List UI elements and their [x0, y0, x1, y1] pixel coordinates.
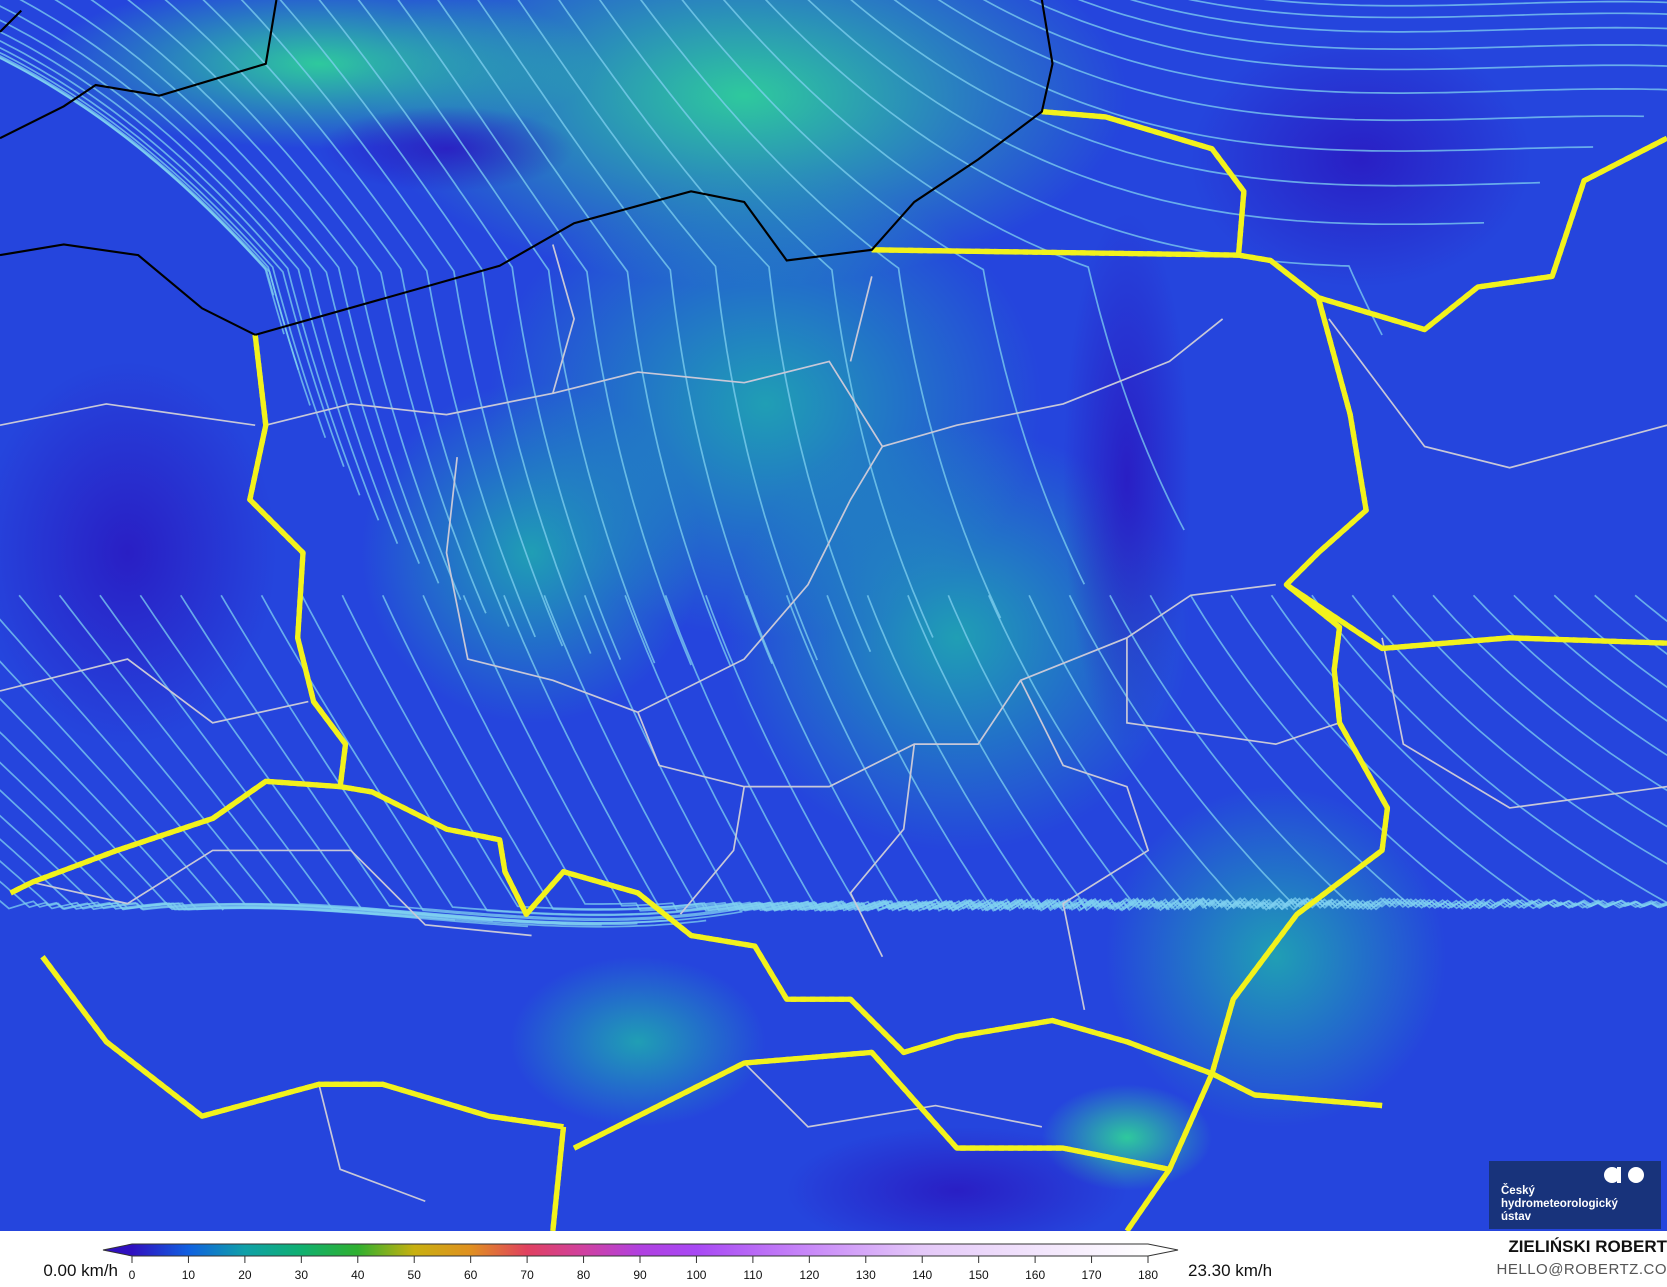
- colorbar-tick-label: 20: [238, 1268, 252, 1282]
- streamline: [99, 594, 707, 928]
- legend-max-label: 23.30 km/h: [1188, 1261, 1273, 1280]
- streamline: [90, 0, 462, 601]
- logo-line-2: hydrometeorologický: [1501, 1198, 1618, 1210]
- streamline: [1513, 594, 1667, 722]
- streamline: [240, 0, 564, 647]
- streamline: [381, 594, 924, 912]
- streamline: [0, 697, 529, 928]
- author-name: ZIELIŃSKI ROBERT: [1508, 1237, 1667, 1256]
- streamline: [1149, 594, 1667, 910]
- streamline: [1270, 594, 1667, 909]
- streamline: [54, 0, 440, 584]
- streamline: [437, 0, 731, 666]
- colorbar-tick-label: 0: [129, 1268, 136, 1282]
- streamline: [279, 0, 592, 654]
- streamline: [477, 0, 773, 664]
- logo-line-1: Český: [1501, 1185, 1535, 1197]
- colorbar-tick-label: 150: [969, 1268, 989, 1282]
- streamline: [937, 0, 1644, 122]
- chmi-logo: Český hydrometeorologický ústav: [1489, 1161, 1661, 1229]
- legend-min-label: 0.00 km/h: [43, 1261, 118, 1280]
- wind-map: [0, 0, 1667, 1231]
- streamline: [139, 594, 743, 924]
- streamline: [127, 0, 487, 614]
- colorbar-tick-label: 140: [912, 1268, 932, 1282]
- streamline: [681, 0, 1086, 585]
- colorbar-tick-label: 70: [520, 1268, 534, 1282]
- streamline: [947, 594, 1432, 912]
- colorbar-tick-label: 30: [295, 1268, 309, 1282]
- streamlines: [0, 0, 1667, 928]
- streamline: [1129, 0, 1667, 33]
- streamline: [0, 55, 300, 370]
- author-email: HELLO@ROBERTZ.CO: [1496, 1261, 1667, 1278]
- streamline: [0, 51, 311, 406]
- chmi-logo-icon: [1604, 1167, 1644, 1183]
- streamline: [982, 0, 1667, 94]
- streamline: [202, 0, 536, 638]
- colorbar-tick-label: 60: [464, 1268, 478, 1282]
- colorbar-tick-label: 80: [577, 1268, 591, 1282]
- colorbar-tick-label: 50: [408, 1268, 422, 1282]
- streamline: [764, 0, 1383, 336]
- streamline: [826, 594, 1289, 912]
- color-legend: 0.00 km/h 0 10 20 30 40 50 60 70 80 90 100 110 120 13…: [0, 1231, 1667, 1287]
- colorbar-tick-label: 130: [856, 1268, 876, 1282]
- logo-line-3: ústav: [1501, 1211, 1532, 1223]
- streamline: [0, 30, 361, 496]
- streamline: [1392, 594, 1667, 828]
- streamline: [850, 0, 1540, 187]
- streamline: [558, 0, 872, 653]
- streamline: [1230, 594, 1667, 910]
- streamline: [1432, 594, 1667, 792]
- streamline: [1351, 594, 1667, 865]
- streamline: [1029, 0, 1667, 71]
- colorbar-tick-label: 160: [1025, 1268, 1045, 1282]
- streamline: [1189, 594, 1667, 910]
- colorbar: 0 10 20 30 40 50 60 70 80 90 100 110 120 130 140 150 160…: [102, 1243, 1179, 1282]
- admin-borders: [0, 244, 1667, 1203]
- streamline: [0, 19, 380, 521]
- streamline: [893, 0, 1594, 152]
- streamline: [785, 595, 1247, 911]
- streamline: [517, 0, 819, 661]
- colorbar-tick-label: 10: [182, 1268, 196, 1282]
- streamline: [0, 46, 327, 439]
- streamline: [1068, 594, 1600, 910]
- streamline: [1263, 0, 1667, 7]
- colorbar-body: [102, 1243, 1179, 1257]
- colorbar-tick-label: 40: [351, 1268, 365, 1282]
- national-borders: [11, 112, 1667, 1231]
- streamline: [1077, 0, 1667, 50]
- streamline: [1187, 0, 1667, 19]
- streamline: [19, 0, 420, 564]
- streamline: [0, 56, 285, 335]
- colorbar-ticks: 0 10 20 30 40 50 60 70 80 90 100 110 120 130 140 150 160…: [129, 1256, 1158, 1282]
- streamline: [301, 594, 866, 917]
- colorbar-tick-label: 120: [799, 1268, 819, 1282]
- streamline: [220, 594, 808, 922]
- colorbar-tick-label: 180: [1138, 1268, 1158, 1282]
- colorbar-tick-label: 100: [686, 1268, 706, 1282]
- colorbar-tick-label: 90: [633, 1268, 647, 1282]
- streamline: [18, 594, 638, 926]
- streamline: [807, 0, 1485, 226]
- streamline: [598, 0, 934, 638]
- streamline: [180, 594, 775, 920]
- streamline: [722, 0, 1185, 531]
- streamline: [318, 0, 622, 660]
- streamline: [0, 5, 399, 544]
- streamline: [357, 0, 656, 664]
- streamline: [639, 0, 1002, 619]
- coastline: [0, 0, 1054, 336]
- streamline: [164, 0, 510, 627]
- colorbar-tick-label: 170: [1082, 1268, 1102, 1282]
- streamline: [397, 0, 692, 666]
- colorbar-tick-label: 110: [743, 1268, 762, 1282]
- streamline: [1553, 594, 1667, 689]
- streamline: [0, 859, 305, 911]
- streamline: [1472, 594, 1667, 757]
- streamline: [0, 39, 345, 467]
- wind-speed-field: [0, 0, 1531, 1231]
